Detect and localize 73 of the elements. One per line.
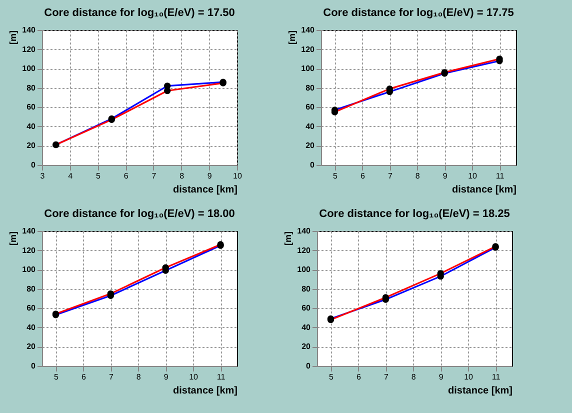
y-axis-title: [m]: [283, 232, 294, 246]
x-tick-label: 7: [384, 372, 389, 382]
y-tick-label: 80: [306, 83, 316, 92]
y-tick-label: 100: [22, 265, 36, 274]
x-tick-label: 4: [68, 172, 74, 180]
x-tick-label: 5: [329, 372, 334, 382]
x-tick-label: 9: [442, 172, 448, 180]
x-axis-title: distance [km]: [173, 386, 238, 396]
x-tick-label: 5: [54, 372, 60, 382]
y-tick-label: 40: [302, 322, 312, 332]
y-tick-label: 120: [301, 44, 316, 54]
x-tick-label: 6: [124, 172, 129, 180]
y-axis-title: [m]: [8, 30, 18, 44]
y-tick-label: 40: [306, 122, 316, 131]
chart-title: Core distance for log₁₀(E/eV) = 17.50: [44, 7, 235, 19]
x-tick-label: 6: [360, 172, 366, 180]
x-tick-label: 11: [496, 172, 505, 180]
y-tick-label: 60: [26, 102, 36, 112]
x-axis-title: distance [km]: [173, 184, 238, 196]
x-tick-label: 10: [189, 372, 199, 382]
y-tick-label: 140: [297, 226, 312, 236]
y-tick-label: 80: [26, 284, 36, 294]
y-tick-label: 80: [302, 284, 312, 294]
y-tick-label: 140: [301, 26, 316, 34]
x-tick-label: 6: [81, 372, 86, 382]
x-tick-label: 11: [216, 372, 226, 382]
x-tick-label: 7: [108, 372, 114, 382]
y-tick-label: 80: [26, 83, 36, 92]
y-tick-label: 140: [22, 226, 36, 236]
x-tick-label: 8: [136, 372, 142, 382]
y-axis-title: [m]: [287, 30, 298, 44]
x-tick-label: 9: [207, 172, 212, 180]
y-tick-label: 0: [31, 160, 36, 170]
x-tick-label: 10: [233, 172, 242, 180]
x-tick-label: 10: [464, 372, 474, 382]
y-tick-label: 0: [31, 362, 36, 370]
chart-title: Core distance for log₁₀(E/eV) = 17.75: [323, 7, 514, 19]
y-tick-label: 60: [26, 304, 36, 313]
y-tick-label: 140: [22, 26, 36, 34]
y-tick-label: 40: [26, 122, 36, 131]
y-tick-label: 40: [26, 322, 36, 332]
chart-title: Core distance for log₁₀(E/eV) = 18.25: [319, 208, 510, 220]
x-tick-label: 3: [40, 172, 46, 180]
y-tick-label: 20: [302, 342, 312, 352]
x-tick-label: 11: [492, 372, 501, 382]
x-axis-title: distance [km]: [452, 184, 516, 196]
y-tick-label: 60: [302, 304, 312, 313]
x-tick-label: 6: [356, 372, 362, 382]
chart-title: Core distance for log₁₀(E/eV) = 18.00: [44, 208, 235, 220]
x-axis-title: distance [km]: [448, 386, 512, 396]
x-tick-label: 10: [468, 172, 478, 180]
y-tick-label: 100: [297, 265, 312, 274]
y-tick-label: 120: [22, 44, 36, 54]
x-tick-label: 7: [152, 172, 157, 180]
x-tick-label: 5: [96, 172, 101, 180]
x-tick-label: 9: [164, 372, 169, 382]
y-tick-label: 100: [22, 64, 36, 74]
x-tick-label: 9: [438, 372, 444, 382]
y-axis-title: [m]: [8, 232, 18, 246]
y-tick-label: 120: [22, 246, 36, 255]
y-tick-label: 60: [306, 102, 316, 112]
y-tick-label: 0: [306, 362, 312, 370]
x-tick-label: 5: [333, 172, 338, 180]
x-tick-label: 7: [388, 172, 393, 180]
y-tick-label: 0: [310, 160, 316, 170]
x-tick-label: 8: [415, 172, 420, 180]
y-tick-label: 20: [26, 141, 36, 150]
y-tick-label: 20: [26, 342, 36, 352]
y-tick-label: 100: [301, 64, 316, 74]
x-tick-label: 8: [180, 172, 185, 180]
y-tick-label: 20: [306, 141, 316, 150]
x-tick-label: 8: [411, 372, 416, 382]
y-tick-label: 120: [297, 246, 312, 255]
